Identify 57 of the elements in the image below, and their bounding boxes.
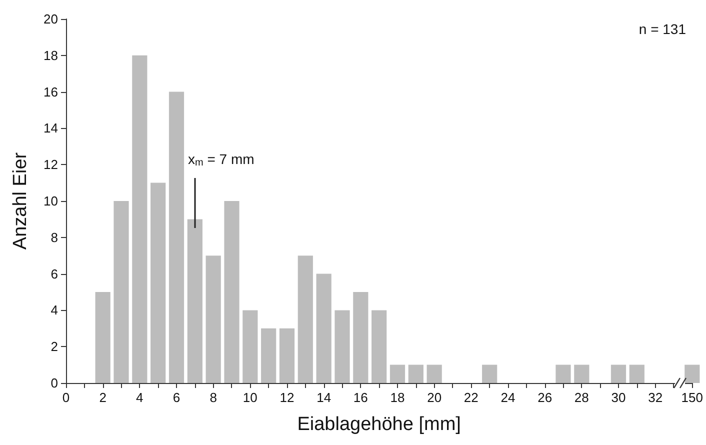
x-tick-label: 8	[210, 390, 217, 405]
annotation: n = 131	[638, 21, 686, 37]
x-tick-label: 30	[611, 390, 626, 405]
bar	[316, 274, 332, 383]
x-tick-label: 10	[242, 390, 258, 405]
x-tick-label: 26	[538, 390, 552, 405]
bar	[132, 55, 148, 383]
x-tick-label: 18	[390, 390, 405, 405]
y-tick-label: 20	[44, 12, 58, 26]
bar	[353, 292, 368, 383]
bar	[298, 256, 313, 383]
bar	[426, 364, 442, 383]
bar	[574, 364, 590, 383]
bar	[334, 310, 350, 383]
bar	[261, 328, 276, 383]
bar	[187, 219, 202, 383]
x-tick-label: 28	[574, 390, 589, 405]
bar	[482, 364, 498, 383]
x-tick-label: 22	[464, 390, 478, 405]
y-tick-label: 12	[44, 157, 58, 172]
bar	[279, 328, 295, 383]
bar	[95, 292, 110, 383]
x-tick-label: 14	[316, 390, 332, 405]
bar	[408, 364, 424, 383]
y-tick-label: 2	[50, 339, 58, 354]
bar	[206, 256, 221, 383]
y-tick-label: 10	[44, 194, 58, 208]
x-tick-label: 20	[427, 390, 442, 405]
x-tick-label: 4	[136, 390, 144, 405]
x-tick-label: 24	[500, 390, 516, 405]
bar	[684, 364, 700, 383]
x-tick-label: 16	[353, 390, 368, 405]
bar	[372, 310, 387, 383]
bar	[242, 310, 258, 383]
bar	[114, 201, 129, 383]
bar	[610, 364, 626, 383]
x-axis-title: Eiablagehöhe [mm]	[297, 414, 461, 435]
x-tick-label: 2	[99, 390, 106, 405]
x-tick-label: 0	[62, 390, 70, 405]
y-tick-label: 14	[44, 120, 58, 136]
bar	[168, 92, 184, 383]
x-tick-label: 12	[280, 390, 294, 405]
bar	[556, 364, 571, 383]
y-tick-label: 8	[50, 230, 58, 245]
x-tick-label: 6	[172, 390, 180, 405]
y-tick-label: 16	[44, 84, 58, 100]
y-tick-label: 6	[50, 266, 58, 282]
y-tick-label: 4	[50, 302, 58, 318]
y-axis-title: Anzahl Eier	[10, 152, 31, 250]
y-tick-label: 18	[44, 48, 58, 63]
bar	[150, 182, 166, 383]
bar	[390, 364, 406, 383]
x-tick-label: 32	[648, 390, 663, 405]
bar	[629, 364, 644, 383]
bar	[224, 201, 240, 383]
x-tick-label: 150	[681, 390, 704, 405]
y-tick-label: 0	[50, 376, 58, 390]
